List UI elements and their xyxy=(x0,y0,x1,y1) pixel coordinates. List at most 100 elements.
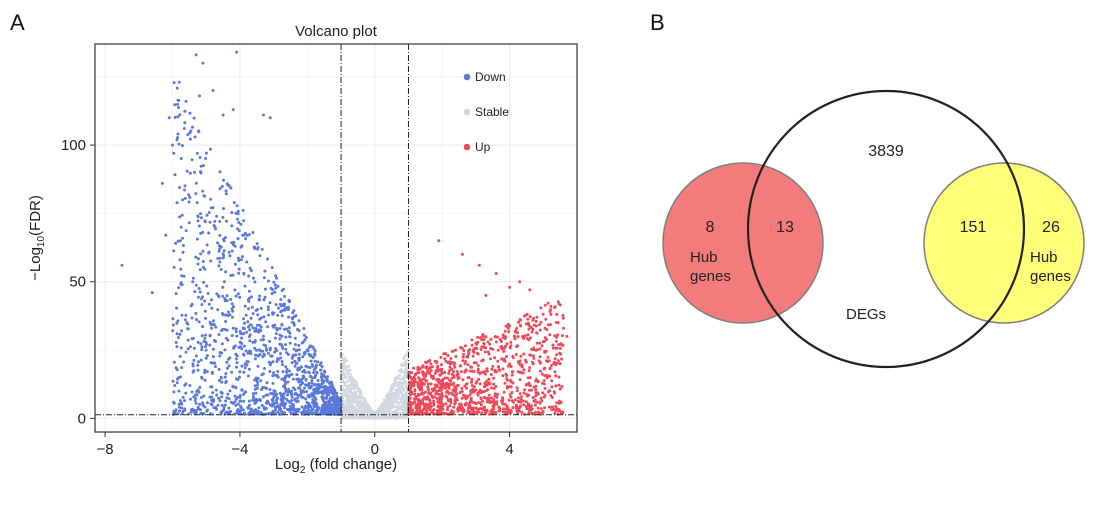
point-stable xyxy=(349,387,353,391)
point-stable xyxy=(359,416,363,420)
point-stable xyxy=(347,364,350,368)
point-stable xyxy=(348,406,351,410)
point-stable xyxy=(368,411,371,415)
point-stable xyxy=(394,410,398,414)
point-stable xyxy=(404,360,407,363)
point-stable xyxy=(360,401,364,404)
point-down xyxy=(287,315,291,319)
point-stable xyxy=(405,390,409,394)
point-stable xyxy=(347,398,351,402)
point-stable xyxy=(345,359,349,363)
point-down xyxy=(209,259,213,263)
point-stable xyxy=(386,394,389,398)
point-stable xyxy=(392,396,396,399)
point-stable xyxy=(345,392,349,396)
point-stable xyxy=(405,382,408,385)
point-stable xyxy=(345,389,348,393)
point-down xyxy=(251,340,255,344)
point-stable xyxy=(387,416,391,420)
point-stable xyxy=(372,411,376,415)
point-stable xyxy=(344,367,348,371)
point-stable xyxy=(341,370,345,373)
point-stable xyxy=(342,384,346,387)
point-stable xyxy=(393,384,397,387)
point-down xyxy=(266,257,269,261)
point-stable xyxy=(344,394,347,398)
point-down xyxy=(223,297,227,300)
venn-label-hub-right-line2: genes xyxy=(1030,268,1071,285)
point-stable xyxy=(398,395,401,399)
point-stable xyxy=(397,382,400,385)
point-stable xyxy=(350,417,354,420)
point-down xyxy=(253,357,257,361)
point-stable xyxy=(340,371,343,375)
point-stable xyxy=(346,387,350,391)
point-stable xyxy=(403,404,406,408)
point-stable xyxy=(404,354,407,358)
point-stable xyxy=(389,403,392,406)
point-stable xyxy=(395,397,399,401)
point-stable xyxy=(403,363,406,366)
panel-label-b: B xyxy=(650,10,665,35)
venn-label-hub-left-line2: genes xyxy=(690,268,731,285)
point-stable xyxy=(347,369,350,372)
point-stable xyxy=(365,412,368,415)
point-stable xyxy=(345,403,349,406)
point-stable xyxy=(389,392,392,395)
point-stable xyxy=(369,415,372,419)
venn-label-hub-right-line1: Hub xyxy=(1030,249,1058,266)
point-stable xyxy=(382,405,386,408)
point-stable xyxy=(342,401,345,405)
point-stable xyxy=(404,369,408,373)
point-stable xyxy=(395,416,399,419)
point-stable xyxy=(360,403,364,407)
point-stable xyxy=(401,393,404,397)
point-stable xyxy=(346,410,350,413)
point-stable xyxy=(363,414,367,418)
point-stable xyxy=(344,408,348,412)
point-stable xyxy=(345,400,349,404)
point-stable xyxy=(354,392,357,396)
point-stable xyxy=(347,390,351,394)
point-stable xyxy=(368,407,371,410)
point-down xyxy=(253,346,257,350)
point-stable xyxy=(399,377,403,381)
point-down xyxy=(290,361,294,365)
point-down xyxy=(249,269,253,273)
point-stable xyxy=(399,407,402,410)
point-stable xyxy=(394,388,398,392)
point-stable xyxy=(348,384,351,388)
point-stable xyxy=(341,353,345,356)
point-stable xyxy=(394,392,398,396)
point-stable xyxy=(395,405,399,409)
point-stable xyxy=(344,365,348,369)
point-stable xyxy=(387,408,390,412)
point-stable xyxy=(398,391,402,394)
point-stable xyxy=(401,382,404,385)
point-stable xyxy=(353,411,357,414)
point-stable xyxy=(379,409,383,412)
point-stable xyxy=(342,372,346,375)
point-down xyxy=(205,243,209,247)
point-stable xyxy=(376,416,380,419)
venn-count-hub-right-only: 26 xyxy=(1042,219,1060,236)
point-stable xyxy=(365,406,368,410)
grid-lines xyxy=(95,44,578,432)
point-down xyxy=(180,366,184,370)
point-stable xyxy=(353,395,357,399)
point-stable xyxy=(356,410,359,414)
point-stable xyxy=(355,381,358,385)
point-down xyxy=(249,407,253,411)
point-stable xyxy=(341,379,345,383)
point-stable xyxy=(374,415,377,419)
point-stable xyxy=(353,390,357,393)
point-stable xyxy=(346,380,349,384)
point-stable xyxy=(378,416,382,420)
point-stable xyxy=(363,409,367,413)
point-stable xyxy=(353,378,356,382)
point-stable xyxy=(352,387,355,391)
point-stable xyxy=(347,371,350,375)
point-stable xyxy=(405,385,408,389)
point-down xyxy=(291,386,295,390)
